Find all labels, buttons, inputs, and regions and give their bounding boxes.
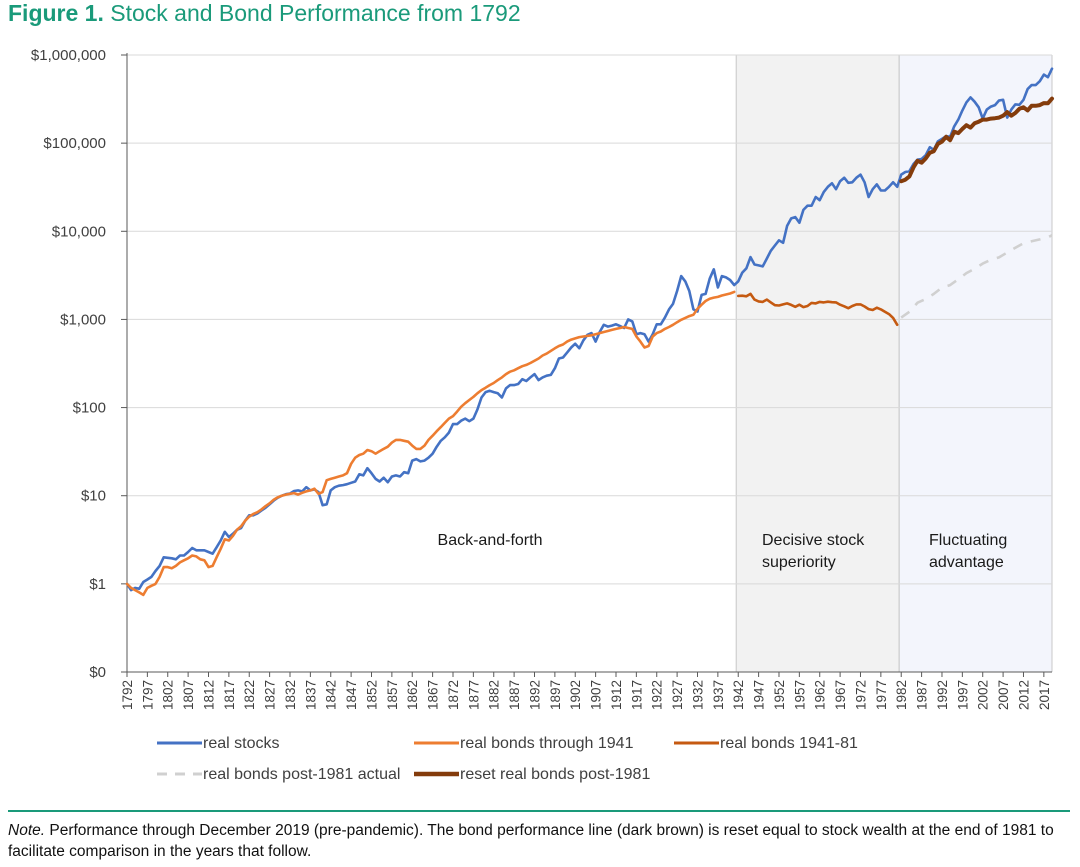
x-tick-label: 1932 <box>690 680 705 710</box>
y-tick-label: $0 <box>89 664 106 681</box>
x-tick-label: 1817 <box>222 680 237 710</box>
series-line-reset-real-bonds-post-1981 <box>899 96 1054 184</box>
y-tick-label: $100,000 <box>43 135 106 152</box>
x-tick-label: 1792 <box>120 680 135 710</box>
x-tick-label: 1947 <box>752 680 767 710</box>
x-tick-label: 1877 <box>466 680 481 710</box>
x-tick-label: 1967 <box>833 680 848 710</box>
legend-item-real-stocks: real stocks <box>157 735 279 752</box>
y-tick-label: $1,000 <box>60 311 106 328</box>
x-tick-label: 1852 <box>364 680 379 710</box>
x-tick-label: 1937 <box>711 680 726 710</box>
x-tick-label: 2017 <box>1037 680 1052 710</box>
legend-label: reset real bonds post-1981 <box>460 766 650 783</box>
legend-label: real bonds 1941-81 <box>720 735 858 752</box>
x-tick-label: 1992 <box>935 680 950 710</box>
x-tick-label: 1842 <box>324 680 339 710</box>
x-tick-label: 1942 <box>731 680 746 710</box>
y-tick-label: $1 <box>89 576 106 593</box>
x-tick-label: 1917 <box>629 680 644 710</box>
note-text: Performance through December 2019 (pre-p… <box>8 822 1054 860</box>
x-tick-label: 1812 <box>201 680 216 710</box>
x-tick-label: 1837 <box>303 680 318 710</box>
region-band-fluctuating-advantage <box>899 55 1052 672</box>
x-tick-label: 1882 <box>487 680 502 710</box>
legend-item-real-bonds-through-1941: real bonds through 1941 <box>414 735 634 752</box>
x-tick-label: 1912 <box>609 680 624 710</box>
x-tick-label: 1867 <box>426 680 441 710</box>
x-tick-label: 1897 <box>548 680 563 710</box>
region-label-decisive-stock-superiority: Decisive stock superiority <box>762 532 865 571</box>
x-tick-label: 1797 <box>140 680 155 710</box>
legend-label: real stocks <box>203 735 279 752</box>
y-tick-label: $10 <box>81 488 106 505</box>
x-tick-label: 2007 <box>996 680 1011 710</box>
x-tick-label: 1802 <box>161 680 176 710</box>
x-tick-label: 1902 <box>568 680 583 710</box>
series-line-real-bonds-1941-81 <box>736 292 899 327</box>
note-divider <box>8 810 1070 812</box>
region-label-back-and-forth: Back-and-forth <box>438 532 543 549</box>
x-tick-label: 1907 <box>589 680 604 710</box>
x-tick-label: 1827 <box>263 680 278 710</box>
legend-item-real-bonds-post-1981-actual: real bonds post-1981 actual <box>157 766 400 783</box>
region-label-fluctuating-advantage: Fluctuating advantage <box>929 532 1007 571</box>
x-tick-label: 1997 <box>955 680 970 710</box>
x-tick-label: 1887 <box>507 680 522 710</box>
y-tick-label: $1,000,000 <box>31 47 106 64</box>
x-tick-label: 1822 <box>242 680 257 710</box>
x-tick-label: 1857 <box>385 680 400 710</box>
y-tick-label: $100 <box>73 400 106 417</box>
note-lead: Note. <box>8 822 46 839</box>
figure-number: Figure 1. <box>8 0 104 26</box>
x-tick-label: 1832 <box>283 680 298 710</box>
legend-item-real-bonds-1941-81: real bonds 1941-81 <box>674 735 858 752</box>
x-tick-label: 1892 <box>527 680 542 710</box>
x-tick-label: 1987 <box>915 680 930 710</box>
legend-label: real bonds post-1981 actual <box>203 766 400 783</box>
series-line-real-bonds-through-1941 <box>125 290 736 597</box>
legend-item-reset-real-bonds-post-1981: reset real bonds post-1981 <box>414 766 650 783</box>
figure-title-text: Stock and Bond Performance from 1792 <box>110 0 521 26</box>
x-tick-label: 1952 <box>772 680 787 710</box>
x-tick-label: 2012 <box>1016 680 1031 710</box>
x-tick-label: 1922 <box>650 680 665 710</box>
x-tick-label: 1927 <box>670 680 685 710</box>
region-band-decisive-stock-superiority <box>736 55 900 672</box>
x-tick-label: 2002 <box>976 680 991 710</box>
x-tick-label: 1847 <box>344 680 359 710</box>
x-tick-label: 1807 <box>181 680 196 710</box>
performance-chart: $1,000,000 $100,000 $10,000 $1,000 $100 $10 $1… <box>31 47 1054 783</box>
x-tick-label: 1972 <box>853 680 868 710</box>
y-tick-label: $10,000 <box>52 223 106 240</box>
x-tick-label: 1957 <box>792 680 807 710</box>
x-tick-label: 1862 <box>405 680 420 710</box>
x-tick-label: 1982 <box>894 680 909 710</box>
figure-note: Note. Performance through December 2019 … <box>8 820 1072 862</box>
legend-label: real bonds through 1941 <box>460 735 634 752</box>
x-tick-label: 1962 <box>813 680 828 710</box>
x-tick-label: 1977 <box>874 680 889 710</box>
figure-title: Figure 1. Stock and Bond Performance fro… <box>8 0 521 27</box>
x-tick-label: 1872 <box>446 680 461 710</box>
